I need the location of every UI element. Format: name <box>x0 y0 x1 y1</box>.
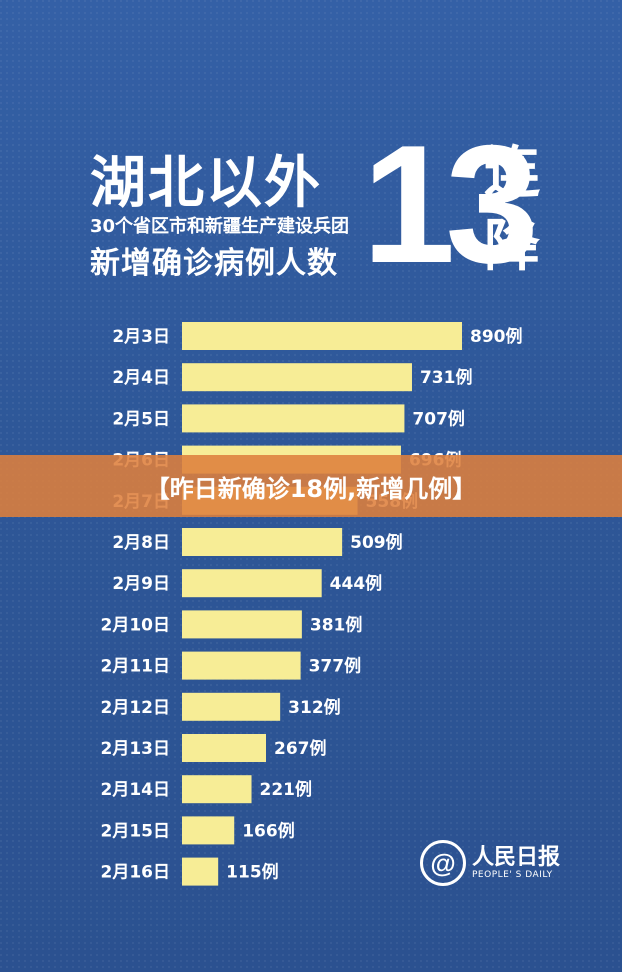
value-label: 381例 <box>310 614 363 635</box>
bar <box>182 363 412 392</box>
headline-text[interactable]: 【昨日新确诊18例,新增几例】 <box>145 474 477 503</box>
value-label: 509例 <box>350 532 403 553</box>
category-label: 2月14日 <box>101 780 171 800</box>
category-label: 2月8日 <box>112 533 170 553</box>
category-label: 2月15日 <box>101 821 171 841</box>
peoples-daily-logo: @ 人民日报 PEOPLE' S DAILY <box>420 838 560 888</box>
bar <box>182 569 322 598</box>
value-label: 267例 <box>274 738 327 759</box>
bar <box>182 404 405 433</box>
big-number: 13 <box>362 110 539 298</box>
category-label: 2月11日 <box>101 657 171 677</box>
bar <box>182 775 252 804</box>
category-label: 2月3日 <box>112 327 170 347</box>
category-label: 2月9日 <box>112 574 170 594</box>
title-subtitle-metric: 新增确诊病例人数 <box>90 246 338 281</box>
bar <box>182 692 281 721</box>
value-label: 377例 <box>309 656 362 677</box>
bar <box>182 322 462 350</box>
at-sign-icon: @ <box>420 840 466 886</box>
bar <box>182 734 266 762</box>
value-label: 166例 <box>242 820 295 841</box>
category-label: 2月16日 <box>101 863 171 883</box>
title-main: 湖北以外 <box>90 151 322 216</box>
category-label: 2月12日 <box>101 698 171 718</box>
value-label: 115例 <box>226 862 279 883</box>
value-label: 707例 <box>412 408 465 429</box>
value-label: 312例 <box>288 697 341 718</box>
bar <box>182 857 219 886</box>
value-label: 444例 <box>330 573 383 594</box>
bar <box>182 528 343 556</box>
category-label: 2月10日 <box>101 615 171 635</box>
value-label: 890例 <box>470 326 523 347</box>
category-label: 2月5日 <box>112 409 170 429</box>
category-label: 2月4日 <box>112 368 170 388</box>
category-label: 2月13日 <box>101 739 171 759</box>
bar <box>182 610 302 639</box>
bar <box>182 651 301 680</box>
title-subtitle-regions: 30个省区市和新疆生产建设兵团 <box>90 216 350 237</box>
value-label: 731例 <box>420 367 473 388</box>
big-number-suffix: 连降 <box>484 141 540 279</box>
logo-name-en: PEOPLE' S DAILY <box>472 870 553 881</box>
logo-text: 人民日报 PEOPLE' S DAILY <box>472 844 561 881</box>
bar <box>182 816 235 845</box>
value-label: 221例 <box>260 779 313 800</box>
logo-name-cn: 人民日报 <box>472 844 561 870</box>
headline-banner[interactable]: 【昨日新确诊18例,新增几例】 <box>0 455 622 517</box>
